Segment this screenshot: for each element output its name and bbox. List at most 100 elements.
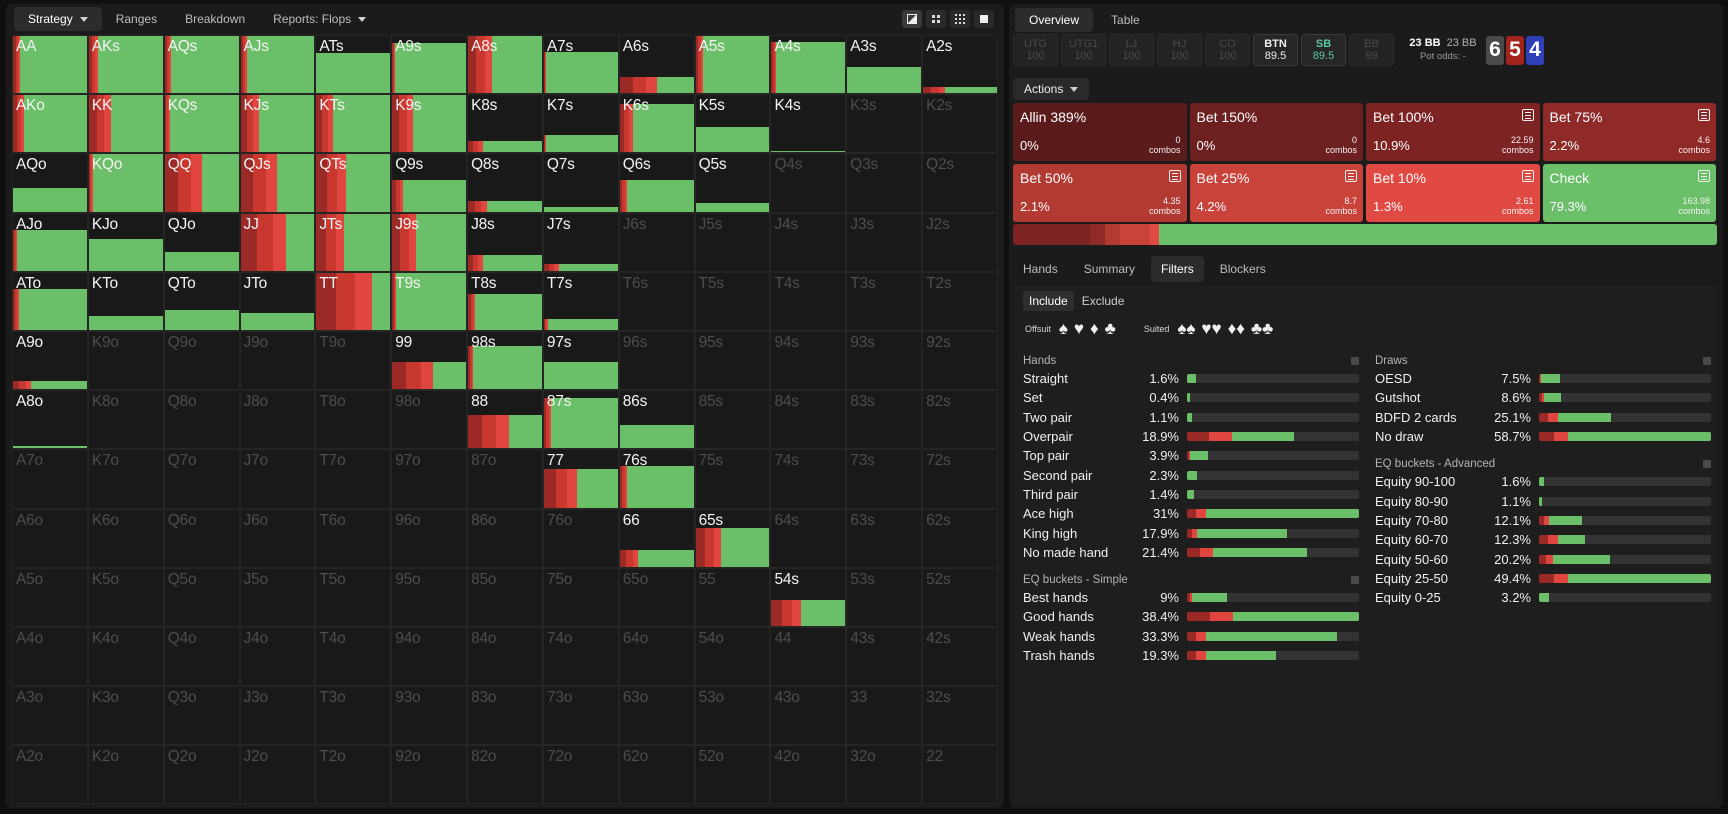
hand-cell[interactable]: 94s: [770, 330, 847, 391]
position-sb[interactable]: SB 89.5: [1301, 34, 1346, 66]
hand-cell[interactable]: KJs: [239, 94, 316, 154]
filter-row[interactable]: King high 17.9%: [1023, 523, 1363, 542]
hand-cell[interactable]: J8o: [239, 390, 316, 450]
exclude-button[interactable]: Exclude: [1081, 294, 1125, 308]
hand-cell[interactable]: J7s: [542, 212, 619, 272]
hand-cell[interactable]: A2s: [922, 35, 998, 95]
hand-cell[interactable]: 99: [391, 330, 468, 391]
hand-cell[interactable]: T2o: [315, 745, 392, 805]
suited-suit-icon[interactable]: ♦♦: [1227, 319, 1245, 338]
hand-cell[interactable]: Q8s: [467, 153, 543, 213]
hand-cell[interactable]: K6o: [87, 508, 164, 568]
hand-cell[interactable]: K2o: [87, 745, 164, 805]
hand-cell[interactable]: 96s: [618, 330, 695, 391]
hand-cell[interactable]: J9s: [391, 212, 468, 272]
position-bb[interactable]: BB 99: [1349, 34, 1394, 66]
hand-cell[interactable]: 74s: [770, 449, 847, 509]
hand-cell[interactable]: 73s: [846, 449, 923, 509]
collapse-icon[interactable]: [1703, 357, 1711, 365]
hand-cell[interactable]: K6s: [618, 94, 695, 154]
hand-cell[interactable]: Q4s: [770, 153, 847, 213]
notes-icon[interactable]: [1345, 170, 1357, 182]
hand-cell[interactable]: T3o: [315, 686, 392, 746]
hand-cell[interactable]: 92o: [391, 745, 468, 805]
hand-cell[interactable]: KQo: [87, 153, 164, 213]
hand-cell[interactable]: T5o: [315, 567, 392, 627]
hand-cell[interactable]: K7s: [542, 94, 619, 154]
filter-row[interactable]: Good hands 38.4%: [1023, 607, 1363, 626]
hand-cell[interactable]: 88: [467, 390, 543, 450]
tab-ranges[interactable]: Ranges: [102, 7, 171, 31]
hand-cell[interactable]: JTo: [239, 271, 316, 331]
hand-cell[interactable]: 93s: [846, 330, 923, 391]
filter-row[interactable]: BDFD 2 cards 25.1%: [1375, 408, 1715, 427]
action-bet-50-[interactable]: Bet 50% 2.1% 4.35 combos: [1013, 164, 1187, 222]
hand-cell[interactable]: 54o: [694, 626, 771, 687]
tab-table[interactable]: Table: [1111, 13, 1140, 27]
hand-cell[interactable]: 87s: [542, 390, 619, 450]
hand-cell[interactable]: J3s: [846, 212, 923, 272]
suited-suit-icon[interactable]: ♠♠: [1177, 319, 1196, 338]
collapse-icon[interactable]: [1351, 575, 1359, 584]
hand-cell[interactable]: K8o: [87, 390, 164, 450]
offsuit-suit-icon[interactable]: ♦: [1089, 319, 1099, 338]
hand-cell[interactable]: A7s: [542, 35, 619, 95]
grid-small-icon[interactable]: [926, 10, 946, 28]
hand-cell[interactable]: AKo: [12, 94, 88, 154]
include-button[interactable]: Include: [1023, 291, 1074, 311]
hand-cell[interactable]: T6o: [315, 508, 392, 568]
action-check[interactable]: Check 79.3% 163.98 combos: [1542, 164, 1716, 222]
offsuit-suit-icon[interactable]: ♠: [1058, 319, 1068, 338]
collapse-icon[interactable]: [1703, 460, 1711, 469]
hand-cell[interactable]: 62s: [922, 508, 998, 568]
action-bet-10-[interactable]: Bet 10% 1.3% 2.61 combos: [1366, 164, 1540, 222]
hand-cell[interactable]: A5o: [12, 567, 88, 627]
hand-cell[interactable]: 52s: [922, 567, 998, 627]
hand-cell[interactable]: KJo: [87, 212, 164, 272]
square-icon[interactable]: [974, 10, 994, 28]
hand-cell[interactable]: 65s: [694, 508, 771, 568]
hand-cell[interactable]: 82s: [922, 390, 998, 450]
hand-cell[interactable]: Q9o: [163, 330, 240, 391]
hand-cell[interactable]: A4o: [12, 626, 88, 687]
hand-cell[interactable]: 64o: [618, 626, 695, 687]
hand-cell[interactable]: A3s: [846, 35, 923, 95]
hand-cell[interactable]: 62o: [618, 745, 695, 805]
hand-cell[interactable]: KTs: [315, 94, 392, 154]
hand-cell[interactable]: T7s: [542, 271, 619, 331]
hand-cell[interactable]: A4s: [770, 35, 847, 95]
filter-row[interactable]: Equity 90-100 1.6%: [1375, 472, 1715, 491]
hand-cell[interactable]: 63s: [846, 508, 923, 568]
hand-cell[interactable]: 95o: [391, 567, 468, 627]
hand-cell[interactable]: Q2o: [163, 745, 240, 805]
hand-cell[interactable]: 77: [542, 449, 619, 509]
notes-icon[interactable]: [1521, 170, 1534, 182]
hand-cell[interactable]: K9s: [391, 94, 468, 154]
hand-cell[interactable]: K5s: [694, 94, 771, 154]
hand-cell[interactable]: K5o: [87, 567, 164, 627]
hand-cell[interactable]: J4o: [239, 626, 316, 687]
filter-row[interactable]: Second pair 2.3%: [1023, 465, 1363, 484]
filter-row[interactable]: No draw 58.7%: [1375, 427, 1715, 446]
hand-cell[interactable]: 33: [846, 686, 923, 746]
hand-cell[interactable]: AQs: [163, 35, 240, 95]
grid-large-icon[interactable]: [950, 10, 970, 28]
position-co[interactable]: CO 100: [1205, 34, 1250, 66]
hand-cell[interactable]: 86o: [467, 508, 543, 568]
hand-cell[interactable]: JTs: [315, 212, 392, 272]
filter-row[interactable]: No made hand 21.4%: [1023, 543, 1363, 562]
hand-cell[interactable]: 54s: [770, 567, 847, 627]
hand-cell[interactable]: 55: [694, 567, 771, 627]
hand-cell[interactable]: J3o: [239, 686, 316, 746]
hand-cell[interactable]: J5s: [694, 212, 771, 272]
notes-icon[interactable]: [1521, 109, 1534, 121]
hand-cell[interactable]: QTs: [315, 153, 392, 213]
hand-cell[interactable]: 84o: [467, 626, 543, 687]
filter-row[interactable]: Set 0.4%: [1023, 388, 1363, 407]
hand-cell[interactable]: AJo: [12, 212, 88, 272]
position-utg[interactable]: UTG 100: [1013, 34, 1058, 66]
hand-cell[interactable]: QQ: [163, 153, 240, 213]
hand-cell[interactable]: AJs: [239, 35, 316, 95]
filter-row[interactable]: Two pair 1.1%: [1023, 408, 1363, 427]
filter-row[interactable]: Equity 0-25 3.2%: [1375, 588, 1715, 607]
